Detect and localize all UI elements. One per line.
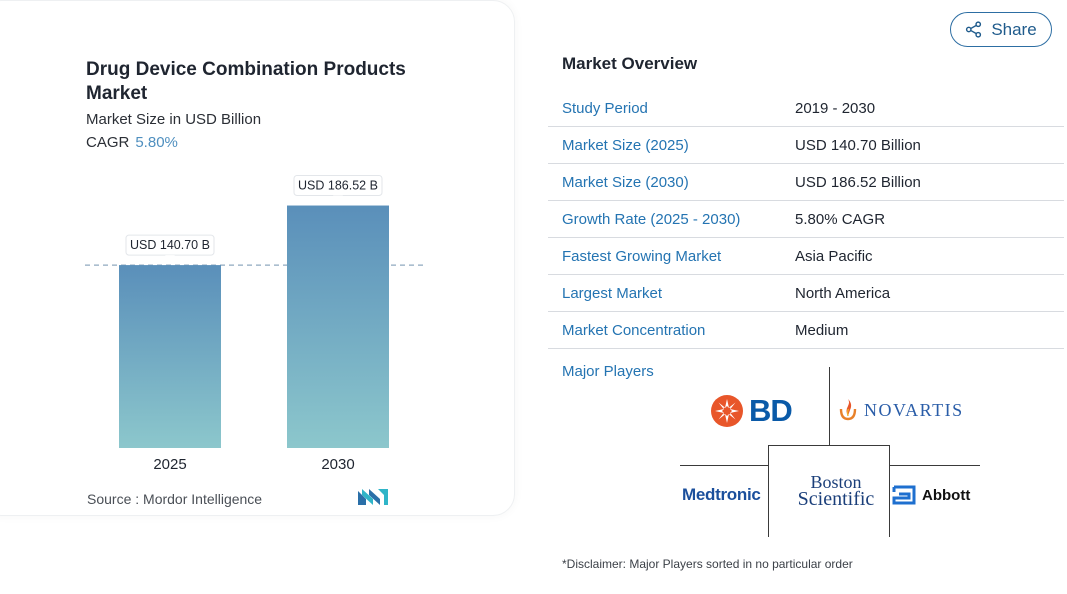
overview-row-label[interactable]: Market Size (2030) <box>562 173 689 191</box>
overview-row-value: 5.80% CAGR <box>795 210 886 228</box>
boston-scientific-line2: Scientific <box>797 488 875 510</box>
grid-divider-vertical <box>829 367 830 445</box>
data-label: USD 140.70 B <box>130 238 210 252</box>
overview-row-value: USD 186.52 Billion <box>795 173 921 191</box>
overview-row-label[interactable]: Fastest Growing Market <box>562 247 722 265</box>
novartis-flame-icon <box>839 399 857 421</box>
overview-row-label[interactable]: Study Period <box>562 99 648 117</box>
chart-card <box>0 0 515 516</box>
abbott-logo[interactable]: Abbott <box>892 484 970 506</box>
bd-logo-text: BD <box>749 393 793 428</box>
chart-subtitle: Market Size in USD Billion <box>86 111 262 128</box>
bar-chart: USD 140.70 B 2025 USD 186.52 B 2030 <box>85 175 426 473</box>
abbott-mark-icon <box>892 485 916 505</box>
mordor-intelligence-logo <box>358 489 388 505</box>
overview-row-value: Asia Pacific <box>795 247 873 265</box>
share-icon <box>966 21 982 38</box>
data-label-pointer <box>333 195 343 201</box>
x-tick-label: 2030 <box>321 456 354 473</box>
overview-row: Largest Market North America <box>548 275 1064 312</box>
share-label: Share <box>991 19 1037 39</box>
overview-row: Fastest Growing Market Asia Pacific <box>548 238 1064 275</box>
overview-row: Market Concentration Medium <box>548 312 1064 349</box>
share-button[interactable]: Share <box>950 12 1052 47</box>
overview-row: Study Period 2019 - 2030 <box>548 90 1064 127</box>
cagr-label: CAGR <box>86 134 130 151</box>
overview-row-label[interactable]: Growth Rate (2025 - 2030) <box>562 210 741 228</box>
overview-row: Market Size (2025) USD 140.70 Billion <box>548 127 1064 164</box>
data-label-pointer <box>165 255 175 261</box>
overview-row-value: Medium <box>795 321 849 339</box>
novartis-logo-text: NOVARTIS <box>864 399 964 420</box>
overview-row-label[interactable]: Market Size (2025) <box>562 136 689 154</box>
cagr-value: 5.80% <box>135 134 178 151</box>
x-tick-label: 2025 <box>153 456 186 473</box>
medtronic-logo[interactable]: Medtronic <box>682 485 761 504</box>
overview-row: Market Size (2030) USD 186.52 Billion <box>548 164 1064 201</box>
overview-row-label[interactable]: Largest Market <box>562 284 663 302</box>
bd-starburst-icon <box>711 395 743 427</box>
chart-title: Drug Device Combination Products Market <box>86 59 406 104</box>
overview-row-value: North America <box>795 284 891 302</box>
disclaimer: *Disclaimer: Major Players sorted in no … <box>562 557 853 571</box>
major-players-label: Major Players <box>562 363 654 380</box>
data-label: USD 186.52 B <box>298 179 378 193</box>
overview-row-value: 2019 - 2030 <box>795 99 876 117</box>
bar-2025 <box>119 265 221 448</box>
novartis-logo[interactable]: NOVARTIS <box>838 399 964 421</box>
cagr-row: CAGR 5.80% <box>86 134 178 151</box>
bd-logo[interactable]: BD <box>710 393 793 429</box>
bar-2030 <box>287 205 389 448</box>
market-overview-title: Market Overview <box>562 54 698 73</box>
grid-box <box>768 445 890 537</box>
chart-source: Source : Mordor Intelligence <box>87 491 263 507</box>
boston-scientific-line1: Boston <box>810 472 862 492</box>
overview-row-label[interactable]: Market Concentration <box>562 321 706 339</box>
abbott-logo-text: Abbott <box>922 486 971 504</box>
overview-row-value: USD 140.70 Billion <box>795 136 921 154</box>
overview-row: Growth Rate (2025 - 2030) 5.80% CAGR <box>548 201 1064 238</box>
boston-scientific-logo[interactable]: Boston Scientific <box>786 472 886 510</box>
major-players-grid: BD NOVARTIS Medtronic Boston Scientific … <box>680 367 980 537</box>
market-overview-table: Study Period 2019 - 2030 Market Size (2025… <box>548 90 1064 349</box>
